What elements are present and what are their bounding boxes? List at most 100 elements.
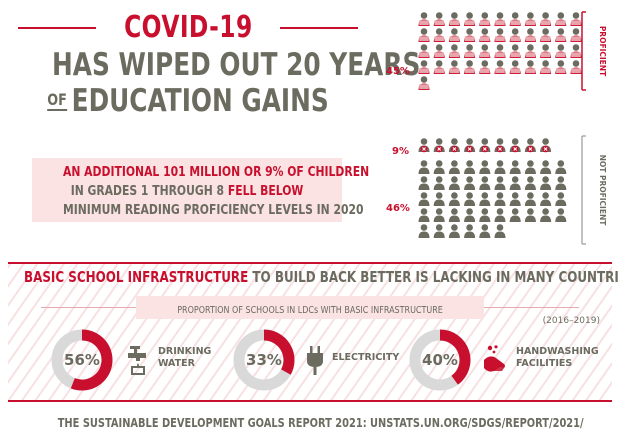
child-icon: [464, 208, 476, 222]
infra-label-electricity: ELECTRICITY: [332, 352, 400, 363]
claim-line-3: MINIMUM READING PROFICIENCY LEVELS IN 20…: [63, 202, 364, 218]
infrastructure-panel: BASIC SCHOOL INFRASTRUCTURE TO BUILD BAC…: [8, 262, 620, 402]
child-icon: [433, 192, 445, 206]
child-icon: [464, 192, 476, 206]
cross-child-icon: [540, 138, 552, 153]
donut-chart-drinking-water: [51, 329, 113, 391]
child-icon: [509, 192, 521, 206]
child-icon: [540, 160, 552, 174]
donut-chart-electricity: [233, 329, 295, 391]
reading-child-icon: [433, 28, 445, 42]
child-icon: [464, 160, 476, 174]
claim-line-2b: FELL BELOW: [227, 183, 304, 199]
child-icon: [418, 192, 430, 206]
reading-child-icon: [494, 28, 506, 42]
reading-child-icon: [570, 44, 582, 58]
reading-child-icon: [524, 12, 536, 26]
child-icon: [448, 208, 460, 222]
cross-child-icon: [479, 138, 491, 153]
reading-child-icon: [418, 76, 430, 90]
cross-child-icon: [524, 138, 536, 153]
child-icon: [479, 224, 491, 238]
child-icon: [448, 160, 460, 174]
subheading-box: PROPORTION OF SCHOOLS IN LDCs WITH BASIC…: [135, 296, 485, 319]
reading-child-icon: [509, 28, 521, 42]
pictogram-label-proficient-pct: 45%: [386, 66, 410, 77]
child-icon: [418, 208, 430, 222]
reading-child-icon: [540, 28, 552, 42]
cross-child-icon: [418, 138, 430, 153]
bracket-label-proficient: PROFICIENT: [598, 26, 607, 77]
claim-box: AN ADDITIONAL 101 MILLION OR 9% OF CHILD…: [32, 158, 370, 222]
claim-line-1: AN ADDITIONAL 101 MILLION OR 9% OF CHILD…: [63, 164, 370, 180]
reading-child-icon: [555, 60, 567, 74]
child-icon: [494, 192, 506, 206]
child-icon: [448, 192, 460, 206]
child-icon: [433, 160, 445, 174]
reading-child-icon: [524, 44, 536, 58]
cross-child-icon: [494, 138, 506, 153]
donut-arc-handwashing: [439, 329, 471, 385]
reading-child-icon: [494, 44, 506, 58]
reading-child-icon: [418, 28, 430, 42]
donut-value-handwashing: 40%: [422, 351, 458, 369]
tap-icon: [128, 346, 146, 375]
title-education-gains: EDUCATION GAINS: [71, 83, 329, 119]
reading-child-icon: [448, 12, 460, 26]
child-icon: [464, 224, 476, 238]
reading-child-icon: [433, 12, 445, 26]
reading-child-icon: [555, 44, 567, 58]
child-icon: [433, 224, 445, 238]
child-icon: [494, 224, 506, 238]
child-icon: [448, 224, 460, 238]
reading-child-icon: [555, 12, 567, 26]
cross-child-icon: [448, 138, 460, 153]
reading-child-icon: [433, 60, 445, 74]
reading-child-icon: [448, 60, 460, 74]
child-icon: [418, 224, 430, 238]
reading-child-icon: [464, 28, 476, 42]
reading-child-icon: [494, 12, 506, 26]
donut-arc-electricity: [263, 329, 295, 375]
donut-value-electricity: 33%: [246, 351, 282, 369]
claim-line-2: IN GRADES 1 THROUGH 8 FELL BELOW: [63, 182, 311, 201]
title-covid: COVID-19: [123, 10, 253, 45]
claim-line-2a: IN GRADES 1 THROUGH 8: [70, 183, 225, 199]
child-icon: [418, 176, 430, 190]
reading-child-icon: [464, 44, 476, 58]
child-icon: [540, 208, 552, 222]
pictogram-chart: 45% 9% 46% PROFICIENT NOT PROFICIENT: [380, 0, 620, 260]
infrastructure-heading: BASIC SCHOOL INFRASTRUCTURE TO BUILD BAC…: [24, 268, 620, 286]
title-rule-right: [280, 26, 359, 29]
child-icon: [479, 192, 491, 206]
reading-child-icon: [418, 60, 430, 74]
child-icon: [524, 160, 536, 174]
pictogram-svg: PROFICIENT NOT PROFICIENT: [418, 11, 607, 245]
plug-icon: [307, 346, 323, 375]
reading-child-icon: [479, 44, 491, 58]
child-icon: [464, 176, 476, 190]
reading-child-icon: [464, 12, 476, 26]
child-icon: [524, 192, 536, 206]
infrastructure-heading-grey: TO BUILD BACK BETTER IS LACKING IN MANY …: [252, 268, 620, 286]
reading-child-icon: [448, 44, 460, 58]
reading-child-icon: [540, 60, 552, 74]
cross-child-icon: [464, 138, 476, 153]
title-line-3: OF EDUCATION GAINS: [47, 83, 329, 119]
reading-child-icon: [570, 60, 582, 74]
handwashing-icon: [484, 345, 505, 372]
reading-child-icon: [524, 60, 536, 74]
child-icon: [509, 176, 521, 190]
reading-child-icon: [448, 28, 460, 42]
reading-child-icon: [479, 12, 491, 26]
child-icon: [433, 176, 445, 190]
child-icon: [555, 192, 567, 206]
child-icon: [494, 176, 506, 190]
cross-child-icon: [433, 138, 445, 153]
child-icon: [524, 176, 536, 190]
infra-label-handwashing: HANDWASHING FACILITIES: [516, 346, 599, 369]
infra-label-drinking-water: DRINKING WATER: [158, 346, 212, 369]
reading-child-icon: [509, 12, 521, 26]
reading-child-icon: [479, 28, 491, 42]
title-line-1: COVID-19: [18, 10, 359, 45]
